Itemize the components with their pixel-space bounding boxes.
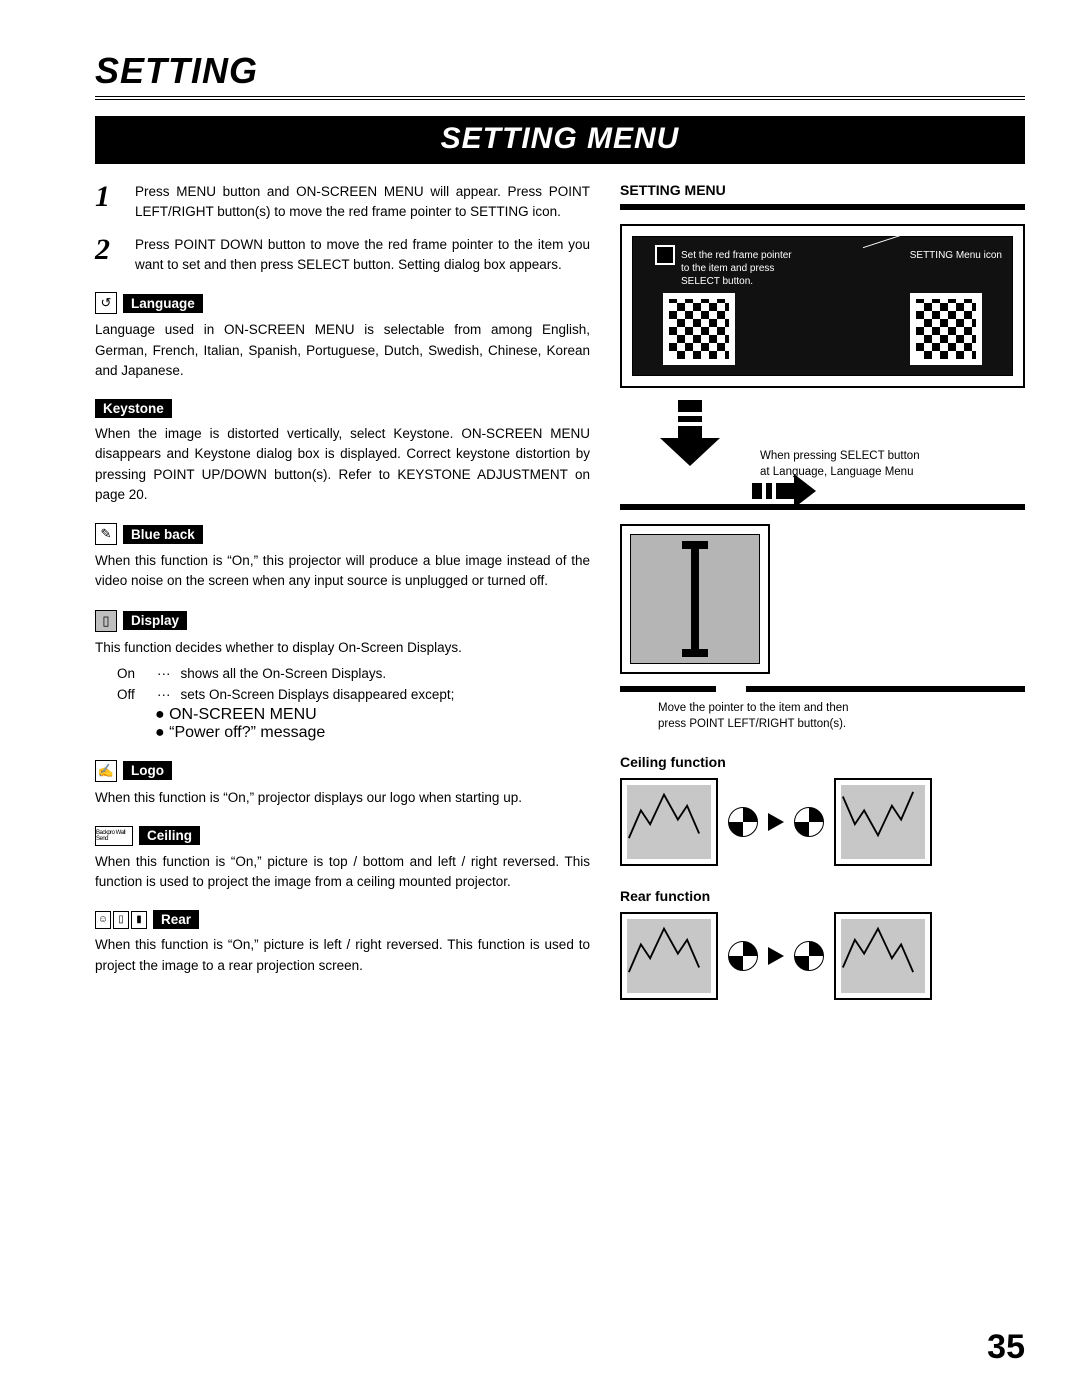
step-2: 2 Press POINT DOWN button to move the re… [95, 235, 590, 274]
red-frame-icon [655, 245, 675, 265]
item-label: Blue back [123, 525, 203, 544]
sub-bullet: “Power off?” message [155, 724, 590, 742]
step-text: Press MENU button and ON-SCREEN MENU wil… [135, 182, 590, 221]
item-label: Rear [153, 910, 199, 929]
item-body: When this function is “On,” picture is l… [95, 935, 590, 976]
item-ceiling: Backpro Wall Send Ceiling When this func… [95, 826, 590, 893]
blueback-icon: ✎ [95, 523, 117, 545]
ceiling-function-title: Ceiling function [620, 754, 1025, 770]
mountain-icon [841, 919, 915, 979]
item-rear: ☺▯▮ Rear When this function is “On,” pic… [95, 910, 590, 976]
off-text: sets On-Screen Displays disappeared exce… [181, 685, 455, 706]
image-normal [620, 778, 718, 866]
item-label: Ceiling [139, 826, 200, 845]
ceiling-icon: Backpro Wall Send [95, 826, 133, 846]
image-flipped [834, 778, 932, 866]
left-column: 1 Press MENU button and ON-SCREEN MENU w… [95, 182, 590, 1000]
language-icon: ↺ [95, 292, 117, 314]
mountain-icon [841, 785, 915, 845]
rotation-icon [794, 941, 824, 971]
pattern-icon [910, 293, 982, 365]
divider [620, 504, 1025, 510]
arrow-down-icon [660, 400, 720, 480]
item-label: Keystone [95, 399, 172, 418]
item-keystone: Keystone When the image is distorted ver… [95, 399, 590, 505]
item-label: Display [123, 611, 187, 630]
item-label: Logo [123, 761, 172, 780]
rotation-icon [794, 807, 824, 837]
setting-menu-banner: SETTING MENU [95, 116, 1025, 164]
item-language: ↺ Language Language used in ON-SCREEN ME… [95, 292, 590, 381]
pattern-icon [663, 293, 735, 365]
step-number: 2 [95, 235, 121, 274]
display-icon: ▯ [95, 610, 117, 632]
item-body: When this function is “On,” picture is t… [95, 852, 590, 893]
on-text: shows all the On-Screen Displays. [181, 664, 387, 685]
right-heading: SETTING MENU [620, 182, 1025, 198]
mountain-icon [627, 919, 701, 979]
section-title: SETTING [95, 50, 1025, 100]
image-mirrored [834, 912, 932, 1000]
item-label: Language [123, 294, 203, 313]
item-display: ▯ Display This function decides whether … [95, 610, 590, 742]
mountain-icon [627, 785, 701, 845]
divider [620, 204, 1025, 210]
logo-icon: ✍ [95, 760, 117, 782]
arrow-right-icon [752, 474, 822, 508]
page-number: 35 [987, 1328, 1025, 1367]
rotation-icon [728, 941, 758, 971]
right-column: SETTING MENU Set the red frame pointer t… [620, 182, 1025, 1000]
image-normal [620, 912, 718, 1000]
item-body: When this function is “On,” projector di… [95, 788, 590, 808]
sub-bullet: ON-SCREEN MENU [155, 706, 590, 724]
note-move-pointer: Move the pointer to the item and then pr… [658, 700, 868, 732]
rear-icon: ☺▯▮ [95, 911, 147, 929]
step-number: 1 [95, 182, 121, 221]
item-body: When this function is “On,” this project… [95, 551, 590, 592]
callout-right: SETTING Menu icon [892, 249, 1002, 262]
on-label: On [117, 664, 147, 685]
item-body: When the image is distorted vertically, … [95, 424, 590, 505]
language-dialog-screenshot [620, 524, 770, 674]
item-blueback: ✎ Blue back When this function is “On,” … [95, 523, 590, 592]
step-text: Press POINT DOWN button to move the red … [135, 235, 590, 274]
off-label: Off [117, 685, 147, 706]
callout-left: Set the red frame pointer to the item an… [681, 249, 801, 288]
arrow-right-icon [768, 947, 784, 965]
divider [620, 686, 1025, 692]
rear-function-title: Rear function [620, 888, 1025, 904]
item-body: This function decides whether to display… [95, 638, 590, 658]
step-1: 1 Press MENU button and ON-SCREEN MENU w… [95, 182, 590, 221]
rear-function-row [620, 912, 1025, 1000]
ceiling-function-row [620, 778, 1025, 866]
arrow-right-icon [768, 813, 784, 831]
leader-line [863, 235, 901, 248]
rotation-icon [728, 807, 758, 837]
setting-menu-screenshot: Set the red frame pointer to the item an… [620, 224, 1025, 388]
item-logo: ✍ Logo When this function is “On,” proje… [95, 760, 590, 808]
item-body: Language used in ON-SCREEN MENU is selec… [95, 320, 590, 381]
